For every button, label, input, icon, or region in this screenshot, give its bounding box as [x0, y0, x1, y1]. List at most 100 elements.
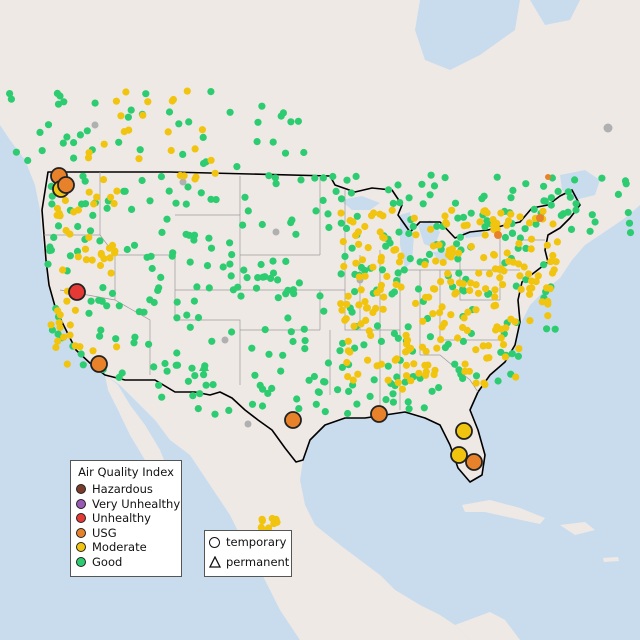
- good-marker: [426, 191, 434, 199]
- moderate-marker: [438, 303, 446, 311]
- moderate-marker: [429, 242, 437, 250]
- good-marker: [254, 274, 262, 282]
- hazardous-swatch: [76, 484, 86, 495]
- good-marker: [341, 252, 349, 260]
- good-marker: [199, 133, 207, 141]
- good-marker: [234, 283, 242, 291]
- good-marker: [295, 405, 303, 413]
- good-marker: [108, 289, 117, 297]
- good-marker: [319, 174, 327, 182]
- legend-item-good: Good: [71, 555, 181, 570]
- moderate-marker: [472, 306, 480, 314]
- good-marker: [543, 325, 551, 333]
- moderate-marker: [93, 193, 101, 201]
- good-marker: [514, 352, 523, 360]
- good-marker: [481, 223, 489, 231]
- good-marker: [324, 210, 332, 218]
- usg-small-markers: [494, 174, 551, 239]
- moderate-marker: [491, 286, 499, 294]
- temporary-marker-usg: [370, 405, 388, 423]
- good-marker: [251, 371, 259, 379]
- good-marker: [173, 314, 181, 322]
- good-swatch: [76, 556, 86, 567]
- good-marker: [460, 287, 468, 295]
- good-marker: [300, 325, 308, 333]
- good-marker: [625, 219, 634, 227]
- very-unhealthy-swatch: [76, 498, 86, 509]
- good-marker: [131, 333, 139, 341]
- circle-icon: [209, 536, 220, 548]
- temporary-marker-usg: [90, 355, 108, 373]
- good-marker: [168, 252, 176, 260]
- good-marker: [259, 385, 267, 393]
- moderate-marker: [549, 251, 557, 260]
- moderate-marker: [63, 297, 71, 305]
- moderate-marker: [55, 319, 63, 327]
- good-marker: [301, 345, 309, 353]
- good-marker: [540, 182, 548, 190]
- moderate-marker: [392, 246, 400, 254]
- good-marker: [305, 376, 313, 384]
- good-marker: [614, 190, 623, 198]
- good-marker: [508, 350, 516, 358]
- good-marker: [182, 230, 190, 238]
- good-marker: [310, 372, 318, 381]
- temporary-marker-usg: [284, 411, 302, 429]
- moderate-marker: [66, 321, 74, 329]
- good-marker: [300, 148, 308, 157]
- permanent-label: permanent: [226, 555, 290, 569]
- good-marker: [401, 378, 409, 386]
- good-marker: [241, 193, 249, 201]
- legend-item-moderate: Moderate: [71, 540, 181, 555]
- good-marker: [419, 200, 427, 208]
- good-marker: [161, 359, 169, 368]
- good-marker: [433, 222, 441, 230]
- good-marker: [130, 339, 138, 347]
- moderate-marker: [346, 348, 354, 356]
- good-marker: [258, 102, 266, 110]
- northern-water: [415, 0, 580, 70]
- good-marker: [185, 118, 193, 126]
- moderate-marker: [362, 316, 370, 324]
- good-marker: [405, 194, 413, 202]
- moderate-marker: [107, 269, 115, 277]
- good-marker: [409, 222, 417, 231]
- moderate-marker: [363, 304, 371, 312]
- good-marker: [467, 209, 475, 217]
- hispaniola: [560, 522, 595, 535]
- good-marker: [315, 388, 323, 396]
- good-marker: [226, 239, 234, 247]
- moderate-marker: [66, 331, 74, 339]
- good-marker: [175, 120, 183, 128]
- good-marker: [484, 290, 492, 298]
- temporary-markers[interactable]: [50, 167, 483, 471]
- good-marker: [572, 206, 580, 214]
- good-marker: [142, 90, 150, 98]
- temporary-marker-usg: [57, 176, 75, 194]
- moderate-marker: [439, 258, 447, 266]
- good-marker: [56, 92, 64, 100]
- good-marker: [228, 251, 236, 259]
- good-marker: [257, 260, 265, 269]
- good-marker: [24, 156, 32, 165]
- moderate-marker: [444, 270, 452, 278]
- legend-title: Air Quality Index: [78, 465, 174, 479]
- moderate-marker: [76, 343, 84, 351]
- good-marker: [173, 349, 181, 357]
- good-marker: [509, 186, 517, 194]
- good-marker: [274, 276, 282, 284]
- good-marker: [404, 398, 412, 406]
- good-marker: [48, 200, 56, 208]
- good-marker: [191, 372, 199, 380]
- good-marker: [389, 398, 397, 406]
- good-marker: [332, 187, 340, 195]
- good-marker: [321, 408, 329, 416]
- good-marker: [588, 211, 596, 219]
- good-marker: [427, 171, 435, 179]
- moderate-marker: [490, 226, 498, 234]
- good-marker: [389, 199, 397, 207]
- good-marker: [400, 266, 408, 274]
- good-marker: [202, 381, 210, 389]
- moderate-marker: [85, 233, 93, 242]
- good-marker: [183, 311, 191, 319]
